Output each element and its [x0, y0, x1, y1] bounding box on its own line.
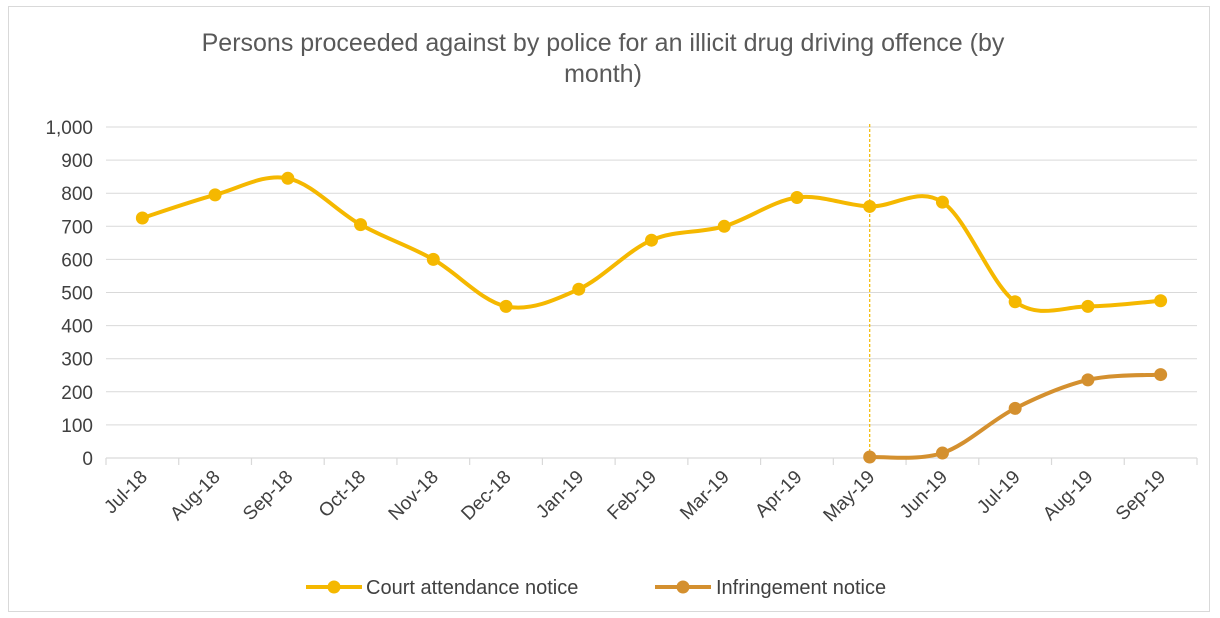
chart-title-line-1: Persons proceeded against by police for … — [202, 29, 1005, 57]
x-tick-label: Jun-19 — [896, 467, 952, 523]
data-point-infringement-notice — [863, 450, 877, 464]
data-point-court-attendance-notice — [354, 218, 368, 232]
x-tick-label: Mar-19 — [676, 467, 733, 524]
data-point-court-attendance-notice — [717, 219, 731, 233]
y-tick-label: 100 — [61, 416, 93, 437]
data-point-court-attendance-notice — [499, 299, 513, 313]
y-axis-tick-labels: 0 100 200 300 400 500 600 700 800 900 1,000 — [45, 118, 93, 470]
x-tick-label: Sep-19 — [1112, 467, 1170, 525]
x-tick-label: Sep-18 — [239, 467, 297, 525]
data-point-court-attendance-notice — [935, 195, 949, 209]
y-tick-label: 0 — [82, 449, 93, 470]
x-tick-label: Aug-18 — [166, 467, 224, 525]
data-point-infringement-notice — [935, 446, 949, 460]
x-tick-label: Dec-18 — [457, 467, 515, 525]
x-tick-label: Aug-19 — [1039, 467, 1097, 525]
data-point-court-attendance-notice — [863, 199, 877, 213]
data-point-court-attendance-notice — [426, 252, 440, 266]
data-point-court-attendance-notice — [790, 191, 804, 205]
chart-frame: Persons proceeded against by police for … — [8, 6, 1210, 612]
x-tick-label: May-19 — [820, 467, 880, 527]
data-point-infringement-notice — [1008, 401, 1022, 415]
data-point-court-attendance-notice — [208, 188, 222, 202]
y-tick-label: 800 — [61, 184, 93, 205]
data-point-infringement-notice — [1081, 373, 1095, 387]
x-tick-label: Feb-19 — [604, 467, 661, 524]
x-tick-label: Jan-19 — [532, 467, 588, 523]
legend-marker — [676, 580, 690, 594]
series-infringement-notice — [863, 368, 1168, 464]
data-point-court-attendance-notice — [572, 282, 586, 296]
chart-title: Persons proceeded against by police for … — [202, 29, 1005, 88]
series-line-infringement-notice — [867, 372, 1163, 460]
legend-label: Court attendance notice — [366, 577, 578, 599]
y-tick-label: 700 — [61, 217, 93, 238]
data-point-court-attendance-notice — [1008, 295, 1022, 309]
y-tick-label: 600 — [61, 250, 93, 271]
data-point-infringement-notice — [1154, 368, 1168, 382]
data-point-court-attendance-notice — [1154, 294, 1168, 308]
x-axis: Jul-18 Aug-18 Sep-18 Oct-18 Nov-18 Dec-18 Jan-… — [100, 457, 1198, 527]
x-tick-label: Apr-19 — [751, 467, 806, 522]
data-point-court-attendance-notice — [281, 171, 295, 185]
y-tick-label: 900 — [61, 151, 93, 172]
y-tick-label: 200 — [61, 383, 93, 404]
y-tick-label: 500 — [61, 284, 93, 305]
legend-label: Infringement notice — [716, 577, 886, 599]
y-tick-label: 300 — [61, 350, 93, 371]
series-lines — [135, 171, 1168, 464]
x-tick-label: Oct-18 — [315, 467, 370, 522]
y-tick-label: 1,000 — [45, 118, 93, 139]
gridlines — [106, 126, 1197, 426]
x-tick-label: Nov-18 — [385, 467, 443, 525]
y-tick-label: 400 — [61, 317, 93, 338]
line-chart: Persons proceeded against by police for … — [45, 29, 1198, 599]
series-court-attendance-notice — [135, 171, 1168, 313]
x-tick-label: Jul-18 — [100, 467, 151, 518]
chart-title-line-2: month) — [564, 60, 642, 88]
data-point-court-attendance-notice — [1081, 299, 1095, 313]
x-tick-label: Jul-19 — [973, 467, 1024, 518]
data-point-court-attendance-notice — [645, 233, 658, 247]
legend: Court attendance notice Infringement noti… — [306, 577, 886, 599]
legend-marker — [327, 580, 341, 594]
legend-item-infringement-notice: Infringement notice — [655, 577, 886, 599]
legend-item-court-attendance-notice: Court attendance notice — [306, 577, 578, 599]
data-point-court-attendance-notice — [135, 211, 149, 225]
